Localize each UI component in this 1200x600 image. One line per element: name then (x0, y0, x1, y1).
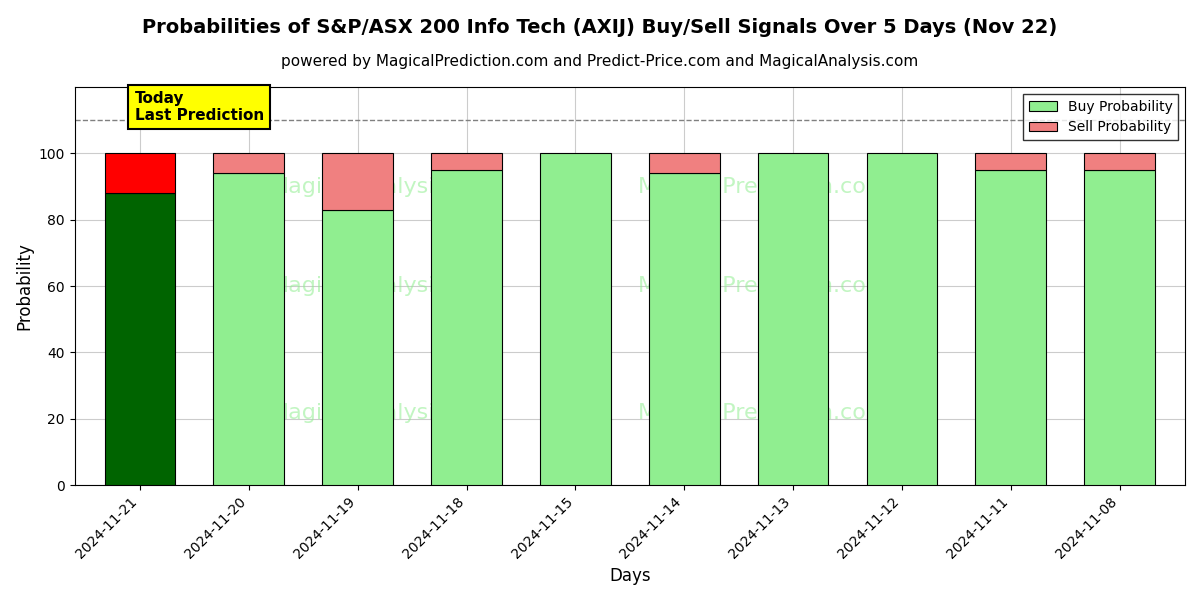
Bar (323, 210, 394, 485)
Text: Today
Last Prediction: Today Last Prediction (134, 91, 264, 123)
Bar (214, 154, 284, 173)
Text: MagicalAnalysis.com: MagicalAnalysis.com (270, 176, 502, 197)
Bar (540, 154, 611, 485)
Text: MagicalAnalysis.com: MagicalAnalysis.com (270, 276, 502, 296)
Bar (649, 173, 720, 485)
Text: MagicalPrediction.com: MagicalPrediction.com (638, 276, 888, 296)
Text: powered by MagicalPrediction.com and Predict-Price.com and MagicalAnalysis.com: powered by MagicalPrediction.com and Pre… (281, 54, 919, 69)
Bar (214, 173, 284, 485)
Bar (1085, 170, 1156, 485)
Bar (104, 154, 175, 193)
Text: MagicalPrediction.com: MagicalPrediction.com (638, 403, 888, 424)
Bar (323, 154, 394, 210)
Bar (976, 170, 1046, 485)
Text: MagicalAnalysis.com: MagicalAnalysis.com (270, 403, 502, 424)
Text: Probabilities of S&P/ASX 200 Info Tech (AXIJ) Buy/Sell Signals Over 5 Days (Nov : Probabilities of S&P/ASX 200 Info Tech (… (143, 18, 1057, 37)
Y-axis label: Probability: Probability (16, 242, 34, 330)
Legend: Buy Probability, Sell Probability: Buy Probability, Sell Probability (1024, 94, 1178, 140)
Bar (431, 154, 502, 170)
X-axis label: Days: Days (610, 567, 650, 585)
Bar (649, 154, 720, 173)
Bar (431, 170, 502, 485)
Bar (1085, 154, 1156, 170)
Bar (866, 154, 937, 485)
Bar (976, 154, 1046, 170)
Bar (104, 193, 175, 485)
Bar (757, 154, 828, 485)
Text: MagicalPrediction.com: MagicalPrediction.com (638, 176, 888, 197)
